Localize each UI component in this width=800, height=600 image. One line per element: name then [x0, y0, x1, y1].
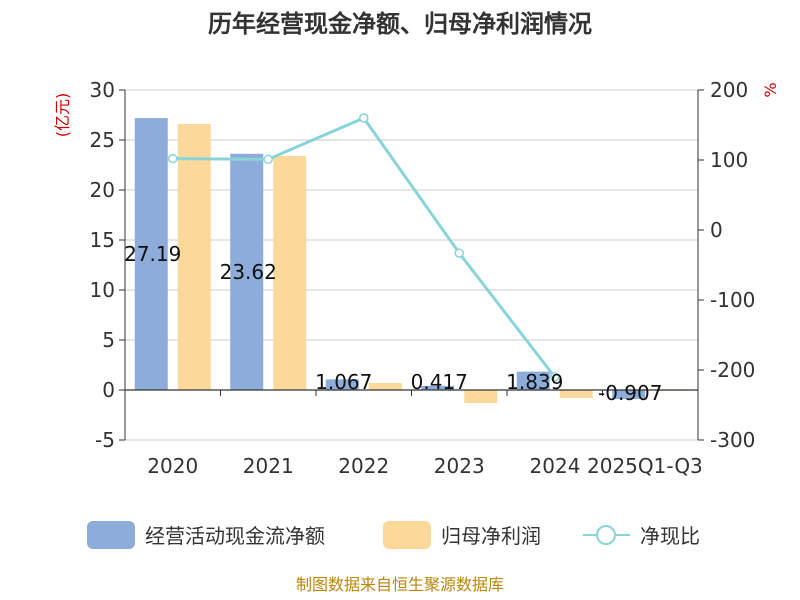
y-left-unit: (亿元): [53, 93, 72, 138]
bar-data-label: 1.067: [315, 370, 372, 394]
bar-operating-cashflow: [134, 118, 168, 390]
chart-title: 历年经营现金净额、归母净利润情况: [208, 10, 592, 38]
line-point: [550, 372, 560, 382]
bar-net-profit: [368, 383, 402, 390]
bar-operating-cashflow: [421, 385, 455, 390]
bar-operating-cashflow: [230, 153, 264, 390]
x-tick-label: 2023: [434, 454, 485, 478]
line-point: [168, 153, 178, 164]
legend-label-net-profit: 归母净利润: [441, 524, 541, 548]
y-left-tick-label: 25: [90, 128, 115, 152]
axes: -5 0 5 10 15 20 25 30 -300 -200 -100 0 100 200 (亿元)% 20…: [53, 78, 780, 478]
y-right-tick-label: -300: [710, 428, 755, 452]
legend-swatch-marker: [596, 525, 616, 545]
y-right-tick-label: -100: [710, 288, 755, 312]
y-right-tick-label: 100: [710, 148, 748, 172]
legend-swatch-net-profit: [383, 521, 431, 549]
bars: [134, 118, 689, 403]
line-series: [168, 113, 560, 382]
bar-operating-cashflow: [325, 379, 359, 390]
bar-net-profit: [559, 390, 593, 398]
y-right-tick-label: 0: [710, 218, 723, 242]
bar-data-label: 0.417: [411, 370, 468, 394]
legend: 经营活动现金流净额 归母净利润 净现比: [87, 521, 700, 549]
x-tick-label: 2022: [338, 454, 389, 478]
line-point: [263, 154, 273, 165]
bar-data-label: 27.19: [124, 242, 181, 266]
x-tick-label: 2025Q1-Q3: [587, 454, 703, 478]
x-tick-label: 2024: [530, 454, 581, 478]
bar-net-profit: [177, 124, 211, 390]
bar-net-profit: [464, 390, 498, 403]
legend-label-operating-cashflow: 经营活动现金流净额: [145, 524, 325, 548]
bar-net-profit: [273, 156, 307, 390]
x-tick-label: 2021: [243, 454, 294, 478]
bar-operating-cashflow: [516, 371, 550, 390]
y-left-tick-label: 0: [102, 378, 115, 402]
source-note: 制图数据来自恒生聚源数据库: [296, 575, 504, 594]
bar-data-label: 1.839: [506, 370, 563, 394]
bar-operating-cashflow: [612, 390, 646, 400]
y-right-tick-label: 200: [710, 78, 748, 102]
bar-data-label: -0.907: [598, 381, 662, 405]
legend-swatch-operating-cashflow: [87, 521, 135, 549]
y-right-unit: %: [761, 82, 780, 97]
y-left-tick-label: 10: [90, 278, 115, 302]
y-left-tick-label: 30: [90, 78, 115, 102]
x-tick-label: 2020: [147, 454, 198, 478]
data-labels: 27.19 23.62 1.067 0.417 1.839 -0.907: [124, 242, 662, 405]
y-left-tick-label: 5: [102, 328, 115, 352]
y-left-tick-label: 15: [90, 228, 115, 252]
y-left-tick-label: 20: [90, 178, 115, 202]
grid: [125, 89, 698, 441]
legend-label-net-cash-ratio: 净现比: [640, 524, 700, 548]
y-right-tick-label: -200: [710, 358, 755, 382]
bar-data-label: 23.62: [220, 260, 277, 284]
y-left-tick-label: -5: [95, 428, 115, 452]
line-point: [359, 113, 369, 123]
line-net-cash-ratio: [172, 116, 556, 378]
line-point: [454, 248, 464, 258]
